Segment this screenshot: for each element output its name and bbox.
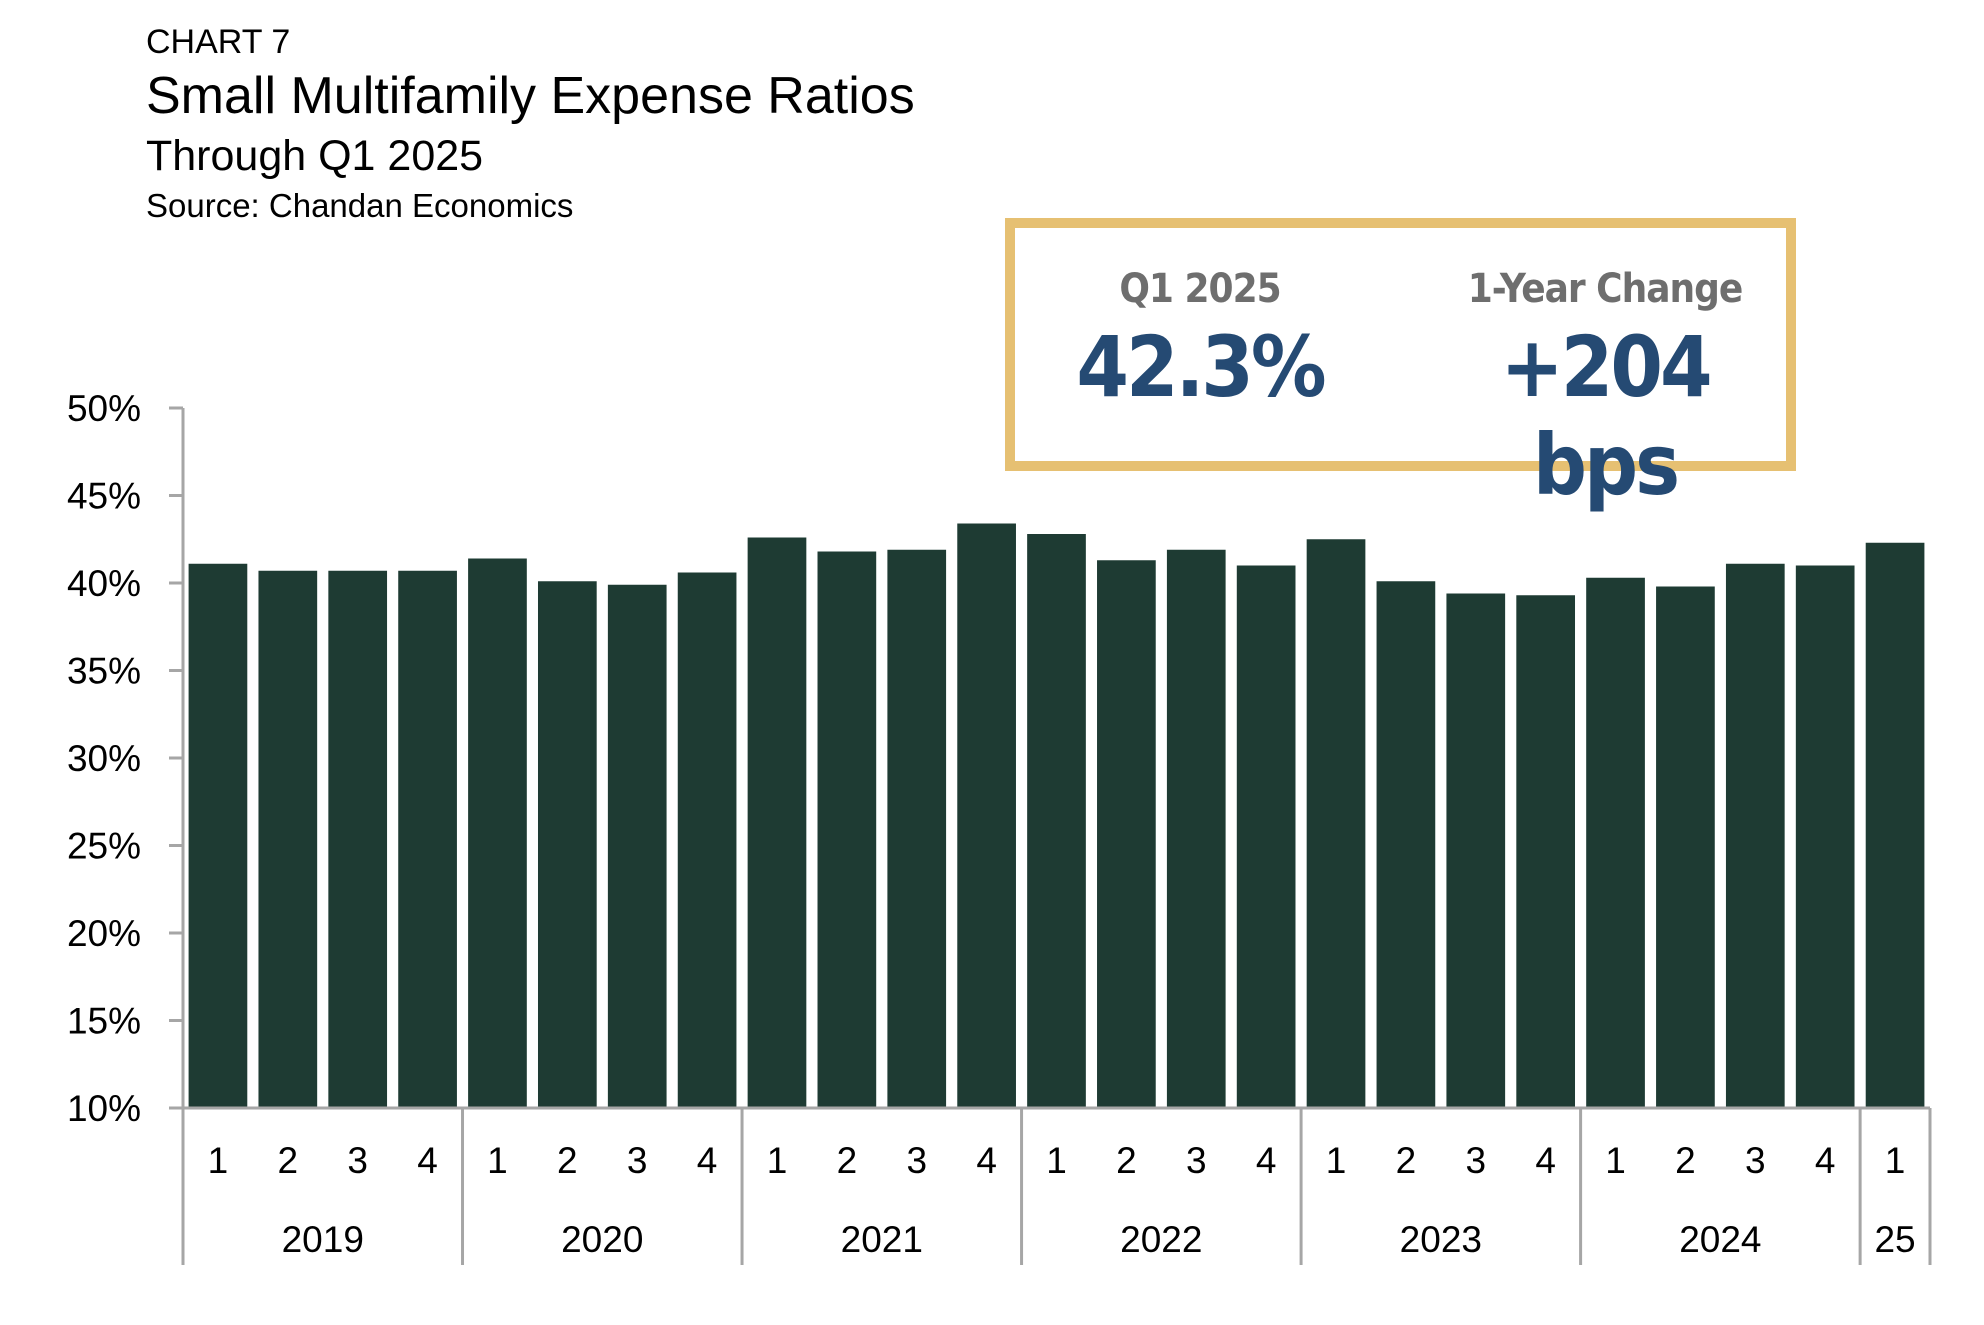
year-change-value: +204 bps [1500, 318, 1712, 514]
bar [188, 563, 248, 1108]
bar [537, 581, 597, 1108]
x-group-label: 2023 [1400, 1219, 1482, 1260]
bar [328, 570, 388, 1108]
x-tick-label: 2 [557, 1140, 578, 1181]
x-tick-label: 3 [1465, 1140, 1486, 1181]
x-tick-label: 2 [1396, 1140, 1417, 1181]
x-tick-label: 3 [1186, 1140, 1207, 1181]
bar [1097, 560, 1156, 1108]
y-tick-label: 50% [67, 388, 141, 429]
x-tick-label: 4 [1256, 1140, 1277, 1181]
bar [1865, 542, 1925, 1108]
year-change-label: 1-Year Change [1467, 266, 1744, 312]
chart-kicker: CHART 7 [146, 23, 291, 61]
bar [957, 523, 1016, 1108]
bar [1446, 593, 1506, 1108]
y-tick-label: 20% [67, 913, 141, 954]
x-tick-label: 4 [1815, 1140, 1836, 1181]
summary-callout: Q1 2025 42.3% 1-Year Change +204 bps [1005, 218, 1796, 514]
bar [1516, 595, 1576, 1108]
x-tick-label: 4 [697, 1140, 718, 1181]
bar [468, 558, 527, 1108]
x-tick-label: 4 [417, 1140, 438, 1181]
x-tick-label: 4 [976, 1140, 997, 1181]
x-tick-label: 2 [278, 1140, 299, 1181]
year-change-stat: 1-Year Change +204 bps [1425, 228, 1785, 514]
bar [1795, 565, 1855, 1108]
bar [258, 570, 318, 1108]
x-group-label: 2022 [1120, 1219, 1202, 1260]
y-tick-label: 15% [67, 1001, 141, 1042]
bar [1656, 586, 1715, 1108]
x-tick-label: 2 [837, 1140, 858, 1181]
bar [817, 551, 877, 1108]
y-tick-label: 30% [67, 738, 141, 779]
x-tick-label: 3 [1745, 1140, 1766, 1181]
x-tick-label: 1 [767, 1140, 788, 1181]
bar [1376, 581, 1436, 1108]
x-group-label: 2021 [841, 1219, 923, 1260]
x-group-label: 2020 [561, 1219, 643, 1260]
bar [1027, 534, 1086, 1108]
latest-value-stat: Q1 2025 42.3% [1055, 228, 1345, 416]
x-tick-label: 1 [208, 1140, 229, 1181]
latest-value-label: Q1 2025 [1119, 266, 1281, 312]
y-tick-label: 25% [67, 826, 141, 867]
bar [398, 570, 457, 1108]
x-tick-label: 1 [1885, 1140, 1906, 1181]
y-tick-label: 10% [67, 1088, 141, 1129]
x-group-label: 2024 [1679, 1219, 1761, 1260]
chart-title: Small Multifamily Expense Ratios [146, 67, 915, 125]
x-tick-label: 3 [627, 1140, 648, 1181]
x-tick-label: 3 [347, 1140, 368, 1181]
x-tick-label: 1 [1046, 1140, 1067, 1181]
y-tick-label: 35% [67, 651, 141, 692]
bar [747, 537, 807, 1108]
chart-header: CHART 7 Small Multifamily Expense Ratios… [146, 20, 915, 228]
x-group-label: 25 [1874, 1219, 1915, 1260]
x-group-label: 2019 [282, 1219, 364, 1260]
bar [1306, 539, 1366, 1108]
bar [1725, 563, 1785, 1108]
chart-subtitle: Through Q1 2025 [146, 132, 484, 180]
bar [677, 572, 737, 1108]
x-tick-label: 3 [906, 1140, 927, 1181]
bar [607, 584, 667, 1108]
bar [1236, 565, 1296, 1108]
x-tick-label: 2 [1116, 1140, 1137, 1181]
bar [887, 549, 947, 1108]
y-tick-label: 45% [67, 476, 141, 517]
y-tick-label: 40% [67, 563, 141, 604]
latest-value: 42.3% [1076, 318, 1326, 416]
chart-source: Source: Chandan Economics [146, 187, 574, 224]
x-tick-label: 1 [1326, 1140, 1347, 1181]
bar [1166, 549, 1226, 1108]
x-tick-label: 4 [1535, 1140, 1556, 1181]
x-tick-label: 1 [487, 1140, 508, 1181]
x-tick-label: 2 [1675, 1140, 1696, 1181]
bar [1586, 577, 1645, 1108]
x-tick-label: 1 [1605, 1140, 1626, 1181]
